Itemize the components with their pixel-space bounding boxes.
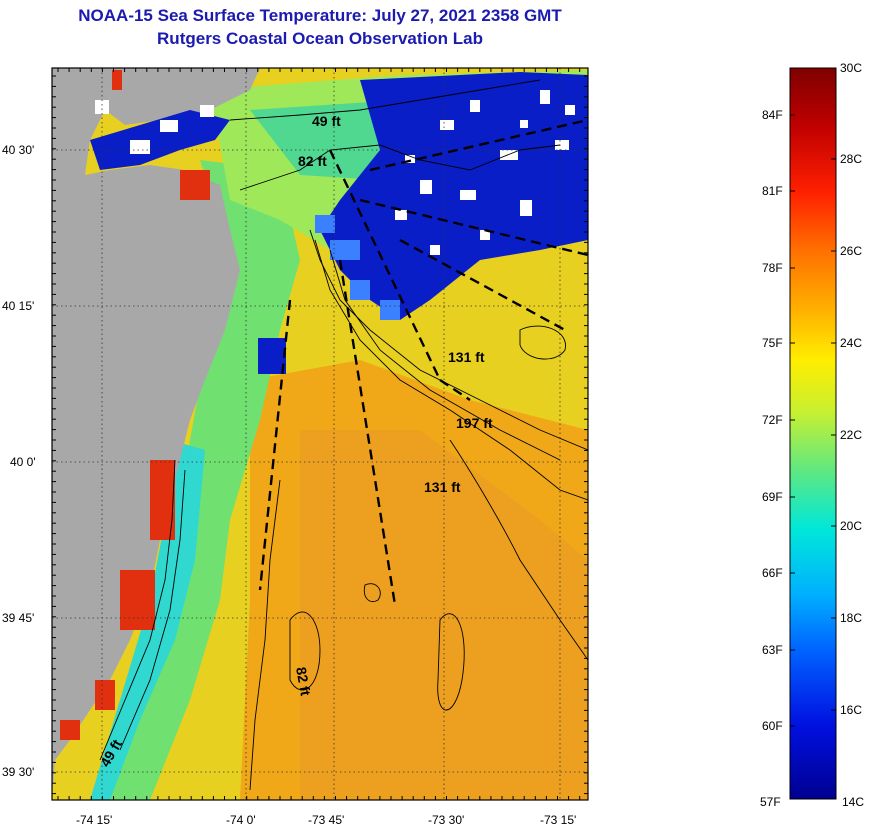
colorbar-label-20c: 20C	[840, 519, 862, 533]
transect-lines	[258, 118, 588, 606]
contour-label-82ft-north: 82 ft	[298, 153, 327, 169]
colorbar-label-69f: 69F	[762, 490, 783, 504]
lon-label-74-0: -74 0'	[226, 813, 256, 827]
lon-label-73-30: -73 30'	[428, 813, 464, 827]
land-new-york	[105, 68, 260, 125]
cloud-mask	[395, 90, 575, 255]
cold-patch-midshelf	[258, 338, 286, 374]
lat-label-39-45: 39 45'	[2, 611, 34, 625]
raritan-bay-cold	[90, 110, 230, 170]
bathymetry-contours	[99, 79, 588, 791]
map-frame	[51, 67, 589, 801]
land-new-jersey	[52, 68, 240, 800]
lat-label-39-30: 39 30'	[2, 765, 34, 779]
map-title: NOAA-15 Sea Surface Temperature: July 27…	[78, 6, 562, 25]
colorbar-label-22c: 22C	[840, 428, 862, 442]
temperature-colorbar	[789, 67, 837, 800]
colorbar-label-78f: 78F	[762, 261, 783, 275]
colorbar-label-60f: 60F	[762, 719, 783, 733]
contour-label-131ft-south: 131 ft	[424, 479, 461, 495]
colorbar-ticks	[790, 114, 836, 727]
warm-water-core	[300, 430, 588, 800]
colorbar-label-81f: 81F	[762, 184, 783, 198]
colorbar-label-28c: 28C	[840, 152, 862, 166]
colorbar-label-72f: 72F	[762, 413, 783, 427]
lat-label-40-15: 40 15'	[2, 299, 34, 313]
graticule	[52, 68, 588, 800]
contour-label-49ft-north: 49 ft	[312, 113, 341, 129]
contour-label-131ft-north: 131 ft	[448, 349, 485, 365]
colorbar-label-26c: 26C	[840, 244, 862, 258]
cold-upwelling-water	[320, 72, 588, 320]
bay-cloud-mask	[95, 100, 214, 154]
colorbar-label-57f: 57F	[760, 795, 781, 809]
cool-patches	[315, 215, 400, 320]
map-subtitle: Rutgers Coastal Ocean Observation Lab	[157, 29, 483, 48]
colorbar-label-84f: 84F	[762, 108, 783, 122]
lat-label-40-0: 40 0'	[10, 455, 36, 469]
colorbar-label-63f: 63F	[762, 643, 783, 657]
lat-label-40-30: 40 30'	[2, 143, 34, 157]
colorbar-label-75f: 75F	[762, 336, 783, 350]
contour-label-82ft-south: 82 ft	[293, 666, 314, 697]
colorbar-label-18c: 18C	[840, 611, 862, 625]
sst-map: 49 ft 82 ft 131 ft 197 ft 131 ft 82 ft 4…	[52, 68, 588, 800]
colorbar-label-14c: 14C	[842, 795, 864, 809]
axis-ticks	[52, 68, 588, 800]
colorbar-label-66f: 66F	[762, 566, 783, 580]
lon-label-73-15: -73 15'	[540, 813, 576, 827]
colorbar-label-16c: 16C	[840, 703, 862, 717]
colorbar-label-30c: 30C	[840, 61, 862, 75]
contour-label-197ft: 197 ft	[456, 415, 493, 431]
colorbar-label-24c: 24C	[840, 336, 862, 350]
lon-label-74-15: -74 15'	[76, 813, 112, 827]
lon-label-73-45: -73 45'	[308, 813, 344, 827]
